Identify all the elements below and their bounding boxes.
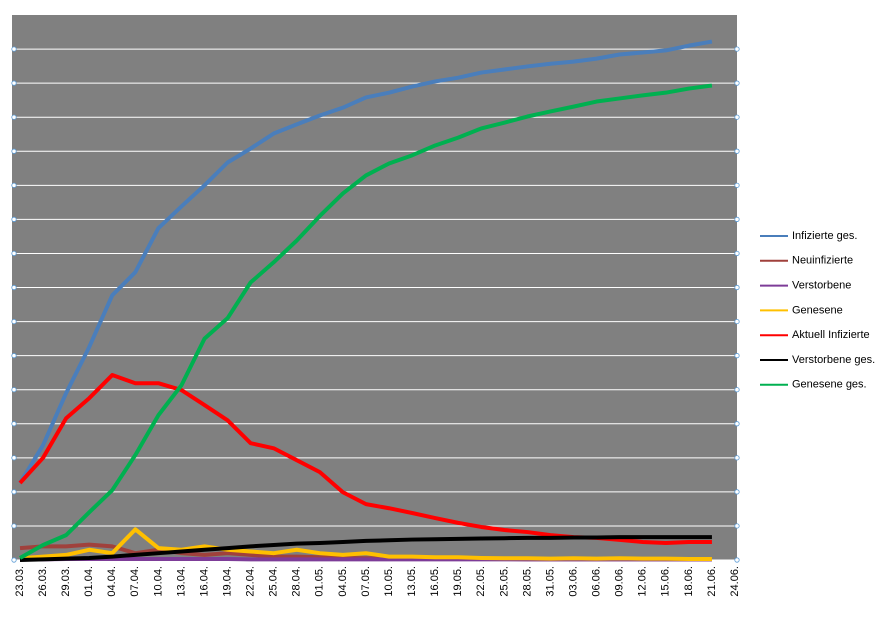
grid-marker: [12, 524, 16, 528]
grid-marker: [12, 115, 16, 119]
x-tick-label: 16.05.: [429, 566, 441, 597]
grid-marker: [735, 456, 739, 460]
x-tick-label: 26.03.: [37, 566, 49, 597]
grid-marker: [735, 558, 739, 562]
grid-marker: [12, 47, 16, 51]
x-tick-label: 04.05.: [337, 566, 349, 597]
grid-marker: [735, 183, 739, 187]
x-tick-label: 22.05.: [475, 566, 487, 597]
x-tick-label: 29.03.: [60, 566, 72, 597]
grid-marker: [12, 251, 16, 255]
x-tick-label: 16.04.: [198, 566, 210, 597]
grid-marker: [12, 285, 16, 289]
grid-marker: [735, 524, 739, 528]
grid-marker: [735, 115, 739, 119]
legend-label: Infizierte ges.: [792, 230, 857, 242]
legend-label: Aktuell Infizierte: [792, 329, 870, 341]
legend-label: Verstorbene ges.: [792, 354, 875, 366]
x-tick-label: 18.06.: [683, 566, 695, 597]
legend-label: Verstorbene: [792, 280, 851, 292]
grid-marker: [735, 47, 739, 51]
grid-marker: [735, 285, 739, 289]
x-tick-label: 07.04.: [129, 566, 141, 597]
grid-marker: [12, 422, 16, 426]
grid-marker: [12, 149, 16, 153]
x-tick-label: 12.06.: [637, 566, 649, 597]
grid-marker: [735, 251, 739, 255]
x-tick-label: 22.04.: [245, 566, 257, 597]
grid-marker: [12, 217, 16, 221]
x-tick-label: 09.06.: [614, 566, 626, 597]
x-tick-label: 25.04.: [268, 566, 280, 597]
grid-marker: [12, 387, 16, 391]
x-tick-label: 07.05.: [360, 566, 372, 597]
grid-marker: [12, 183, 16, 187]
x-tick-label: 19.05.: [452, 566, 464, 597]
grid-marker: [12, 81, 16, 85]
grid-marker: [12, 558, 16, 562]
grid-marker: [735, 353, 739, 357]
grid-marker: [12, 319, 16, 323]
x-tick-label: 28.05.: [521, 566, 533, 597]
grid-marker: [735, 319, 739, 323]
x-tick-label: 31.05.: [544, 566, 556, 597]
x-tick-label: 10.05.: [383, 566, 395, 597]
legend-label: Genesene: [792, 304, 843, 316]
x-tick-label: 28.04.: [291, 566, 303, 597]
x-tick-label: 13.04.: [175, 566, 187, 597]
x-tick-label: 01.05.: [314, 566, 326, 597]
grid-marker: [735, 422, 739, 426]
grid-marker: [12, 353, 16, 357]
x-tick-label: 23.03.: [14, 566, 26, 597]
legend-label: Neuinfizierte: [792, 255, 853, 267]
x-tick-label: 13.05.: [406, 566, 418, 597]
x-tick-label: 15.06.: [660, 566, 672, 597]
grid-marker: [735, 149, 739, 153]
x-tick-label: 10.04.: [152, 566, 164, 597]
x-tick-label: 21.06.: [706, 566, 718, 597]
legend-label: Genesene ges.: [792, 379, 867, 391]
x-tick-label: 04.04.: [106, 566, 118, 597]
grid-marker: [735, 490, 739, 494]
x-tick-label: 06.06.: [591, 566, 603, 597]
x-tick-label: 01.04.: [83, 566, 95, 597]
grid-marker: [12, 490, 16, 494]
x-tick-label: 25.05.: [498, 566, 510, 597]
grid-marker: [735, 81, 739, 85]
x-tick-label: 03.06.: [567, 566, 579, 597]
grid-marker: [735, 217, 739, 221]
grid-marker: [735, 387, 739, 391]
x-tick-label: 19.04.: [221, 566, 233, 597]
x-tick-label: 24.06.: [729, 566, 741, 597]
grid-marker: [12, 456, 16, 460]
